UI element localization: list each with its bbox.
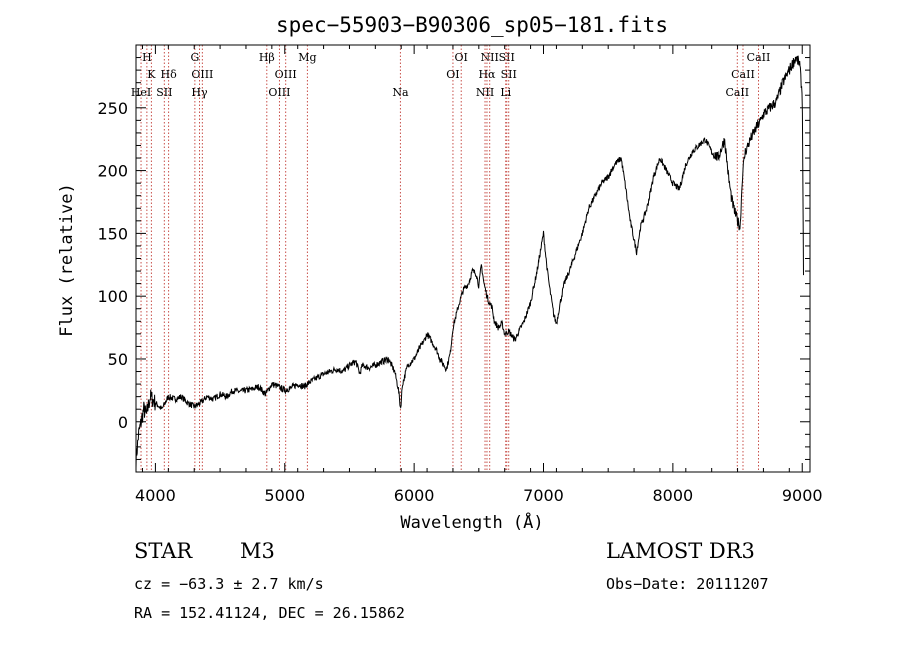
flux-line	[135, 55, 804, 469]
y-tick-label: 150	[97, 224, 128, 243]
line-marker-label: Mg	[298, 51, 316, 64]
x-tick-label: 8000	[653, 486, 694, 505]
x-tick-label: 9000	[782, 486, 823, 505]
x-tick-label: 4000	[135, 486, 176, 505]
line-marker-label: NII	[481, 51, 499, 64]
y-tick-label: 0	[118, 413, 128, 432]
redshift-text: cz = −63.3 ± 2.7 km/s	[134, 575, 324, 593]
line-marker-label: NII	[476, 86, 494, 99]
plot-frame	[135, 44, 811, 473]
y-axis-label: Flux (relative)	[57, 183, 77, 337]
line-marker-label: K	[147, 68, 156, 81]
survey-label: LAMOST DR3	[606, 539, 755, 563]
line-marker-label: CaII	[731, 68, 755, 81]
line-marker-label: Hγ	[191, 86, 208, 99]
line-marker-label: SII	[499, 51, 515, 64]
line-marker-label: SII	[156, 86, 172, 99]
coords-text: RA = 152.41124, DEC = 26.15862	[134, 604, 405, 622]
x-axis-label: Wavelength (Å)	[400, 511, 543, 533]
line-marker-label: HeI	[131, 86, 151, 99]
line-marker-label: G	[190, 51, 199, 64]
line-marker-label: Hβ	[259, 51, 275, 64]
x-tick-label: 6000	[394, 486, 435, 505]
chart-title: spec−55903−B90306_sp05−181.fits	[276, 13, 668, 37]
line-marker-label: Na	[392, 86, 409, 99]
y-tick-label: 200	[97, 162, 128, 181]
line-marker-label: SII	[501, 68, 517, 81]
line-marker-label: Hα	[478, 68, 496, 81]
x-tick-label: 7000	[523, 486, 564, 505]
line-marker-label: Hδ	[160, 68, 177, 81]
line-marker-label: CaII	[725, 86, 749, 99]
line-marker-label: OI	[455, 51, 468, 64]
axis-ticks: 4000 5000 6000 7000 8000 9000 0 50 100 150 200 250	[97, 45, 823, 505]
line-marker-label: CaII	[747, 51, 771, 64]
line-marker-label: OIII	[191, 68, 213, 81]
obs-date-text: Obs−Date: 20111207	[606, 575, 769, 593]
x-tick-label: 5000	[264, 486, 305, 505]
line-marker-label: Li	[500, 86, 511, 99]
class-label: STAR	[134, 539, 193, 563]
line-marker-label: OIII	[268, 86, 290, 99]
y-tick-label: 250	[97, 99, 128, 118]
flux-series	[135, 55, 804, 469]
line-marker-label: OI	[446, 68, 459, 81]
y-tick-label: 50	[108, 350, 128, 369]
subclass-label: M3	[240, 539, 275, 563]
line-marker-label: OIII	[275, 68, 297, 81]
y-tick-label: 100	[97, 287, 128, 306]
line-marker-label: H	[142, 51, 152, 64]
